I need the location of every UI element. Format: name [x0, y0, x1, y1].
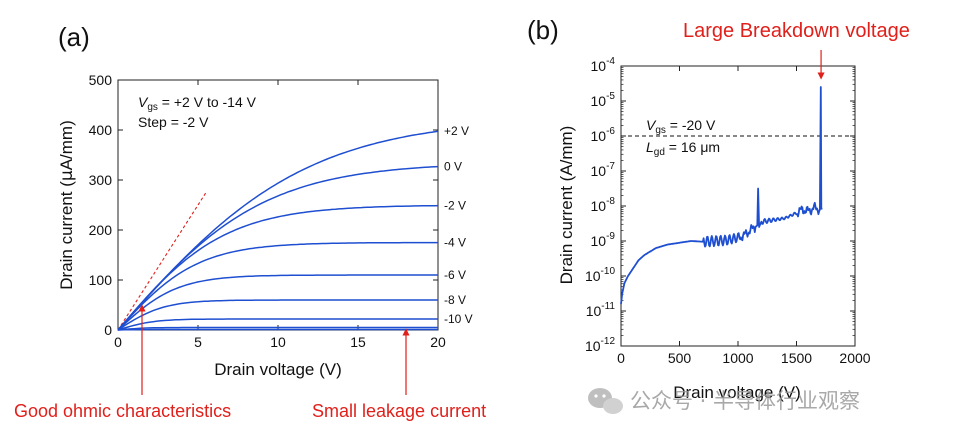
panel-a-curves — [117, 130, 439, 331]
y-tick-label: 200 — [89, 222, 113, 238]
curve-vgs — [117, 299, 438, 331]
curve-vgs — [117, 204, 439, 331]
x-tick-label: 20 — [430, 334, 446, 350]
y-tick-label: 10-6 — [591, 126, 616, 144]
x-tick-label: 0 — [617, 350, 625, 366]
x-tick-label: 500 — [668, 350, 692, 366]
curve-label: -10 V — [444, 312, 473, 326]
curve-label: -8 V — [444, 293, 466, 307]
y-tick-label: 10-4 — [591, 56, 616, 74]
curve-vgs — [117, 326, 438, 331]
curve-vgs — [117, 165, 439, 331]
y-tick-label: 10-9 — [591, 231, 616, 249]
y-tick-label: 0 — [104, 322, 112, 338]
panel-a-curve-labels: +2 V 0 V -2 V -4 V -6 V -8 V -10 V — [444, 124, 473, 326]
panel-a-x-ticks: 0 5 10 15 20 — [114, 80, 446, 350]
y-tick-label: 10-7 — [591, 161, 616, 179]
legend-step: Step = -2 V — [138, 114, 209, 130]
wechat-icon — [588, 388, 623, 414]
watermark: 公众号 · 半导体行业观察 — [588, 388, 860, 414]
y-tick-label: 500 — [89, 72, 113, 88]
curve-vgs — [117, 241, 438, 331]
annotation-small-leakage: Small leakage current — [312, 401, 486, 421]
y-tick-label: 10-12 — [585, 336, 615, 354]
curve-vgs — [117, 318, 438, 331]
curve-label: +2 V — [444, 124, 469, 138]
watermark-text: 公众号 · 半导体行业观察 — [630, 389, 860, 413]
curve-label: 0 V — [444, 160, 462, 174]
y-tick-label: 10-5 — [591, 91, 616, 109]
legend-lgd: Lgd = 16 μm — [646, 139, 720, 158]
panel-b-x-label: Drain voltage (V) — [673, 383, 801, 402]
curve-label: -4 V — [444, 236, 466, 250]
y-tick-label: 10-11 — [586, 301, 616, 319]
curve-vgs — [117, 274, 438, 331]
x-tick-label: 2000 — [839, 350, 870, 366]
x-tick-label: 1500 — [781, 350, 812, 366]
panel-a: (a) 0 5 10 15 20 0 100 200 300 400 500 +2 V 0 V -2 … — [14, 22, 486, 421]
y-tick-label: 400 — [89, 122, 113, 138]
y-tick-label: 10-10 — [585, 266, 615, 284]
panel-a-x-label: Drain voltage (V) — [214, 360, 342, 379]
legend-vgs-range: Vgs = +2 V to -14 V — [138, 94, 257, 113]
panel-a-label: (a) — [58, 22, 90, 52]
x-tick-label: 5 — [194, 334, 202, 350]
panel-a-y-label: Drain current (μA/mm) — [57, 120, 77, 290]
annotation-good-ohmic: Good ohmic characteristics — [14, 401, 231, 421]
panel-b-y-label: Drain current (A/mm) — [557, 126, 576, 285]
x-tick-label: 0 — [114, 334, 122, 350]
panel-a-y-ticks: 0 100 200 300 400 500 — [89, 72, 438, 338]
panel-b-x-ticks: 0 500 1000 1500 2000 — [617, 66, 871, 366]
annotation-breakdown: Large Breakdown voltage — [683, 20, 910, 42]
y-tick-label: 10-8 — [591, 196, 616, 214]
legend-vgs: Vgs = -20 V — [646, 117, 716, 136]
x-tick-label: 1000 — [722, 350, 753, 366]
panel-b-label: (b) — [527, 15, 559, 45]
y-tick-label: 100 — [89, 272, 113, 288]
curve-label: -2 V — [444, 199, 466, 213]
ohmic-dashed-line — [117, 192, 207, 331]
y-tick-label: 300 — [89, 172, 113, 188]
curve-vgs — [117, 328, 438, 331]
panel-b: (b) Large Breakdown voltage 0 500 1000 1500… — [527, 15, 910, 402]
curve-label: -6 V — [444, 268, 466, 282]
leakage-curve — [620, 86, 823, 305]
panel-b-y-ticks: 10-12 10-11 10-10 10-9 10-8 10-7 10-6 10-5 10-4 — [585, 56, 855, 354]
x-tick-label: 15 — [350, 334, 366, 350]
x-tick-label: 10 — [270, 334, 286, 350]
